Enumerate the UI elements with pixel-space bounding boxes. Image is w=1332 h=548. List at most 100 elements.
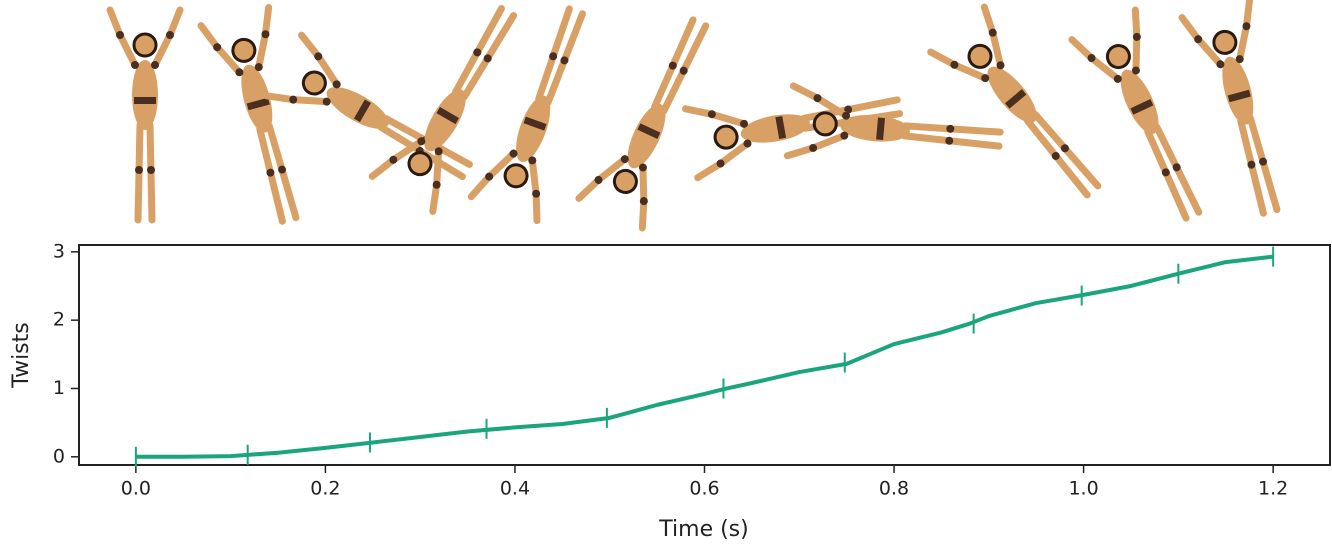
x-tick-label: 0.0 [121, 478, 151, 500]
joint [740, 119, 749, 128]
joint [1194, 35, 1203, 44]
mannequin [106, 6, 184, 224]
limb [528, 156, 540, 198]
head [713, 124, 739, 150]
head [301, 70, 327, 96]
joint [235, 68, 244, 77]
y-tick-label: 1 [53, 377, 65, 399]
joint [147, 166, 155, 174]
joint [638, 163, 647, 172]
joint [549, 52, 558, 61]
limb [368, 156, 397, 180]
belt [637, 123, 661, 139]
joint [417, 137, 426, 146]
joint [1161, 168, 1170, 177]
mannequin [575, 16, 710, 232]
limb [213, 43, 243, 76]
limb [1242, 0, 1254, 30]
head [132, 32, 158, 58]
limb [197, 22, 221, 51]
x-tick-label: 1.0 [1068, 478, 1098, 500]
joint [945, 136, 954, 145]
mannequin [1178, 0, 1281, 217]
data-line [135, 254, 1274, 459]
torso [1222, 56, 1254, 125]
joint [981, 74, 990, 83]
mannequin [368, 5, 518, 215]
belt [1227, 89, 1251, 103]
torso [132, 60, 158, 130]
limb [783, 144, 817, 160]
joint [707, 110, 716, 119]
joint [1216, 60, 1225, 69]
joint [151, 61, 159, 69]
limb [1178, 14, 1202, 43]
limb [575, 176, 603, 202]
belt [353, 99, 371, 123]
limb [1132, 33, 1141, 74]
belt [1005, 89, 1027, 109]
limb [1131, 6, 1141, 41]
joint [289, 95, 298, 104]
mannequin [927, 3, 1102, 199]
y-tick-label: 3 [53, 240, 65, 262]
limb [638, 197, 648, 232]
head [503, 163, 529, 189]
joint [528, 156, 537, 165]
y-axis-label: Twists [9, 322, 34, 388]
torso [424, 89, 466, 152]
head [1105, 44, 1131, 70]
torso [241, 64, 273, 133]
x-tick-label: 0.6 [689, 478, 719, 500]
limb [116, 31, 139, 69]
limb [255, 30, 269, 71]
joint [844, 105, 853, 114]
joint [278, 165, 287, 174]
joint [389, 155, 398, 164]
torso [840, 114, 910, 142]
head [407, 151, 433, 177]
belt [1130, 99, 1154, 115]
head [231, 37, 257, 63]
x-tick-label: 1.2 [1258, 478, 1288, 500]
joint [716, 159, 725, 168]
joint [1113, 74, 1122, 83]
limb [682, 105, 716, 118]
limb [261, 4, 273, 38]
limb [1194, 35, 1224, 68]
limb [1088, 54, 1122, 83]
limb [1068, 36, 1096, 62]
belt [876, 117, 886, 140]
y-tick-label: 2 [53, 309, 65, 331]
joint [332, 80, 341, 89]
limb [1236, 22, 1250, 63]
limb [927, 48, 958, 69]
limb [467, 173, 493, 201]
joint [946, 124, 955, 133]
limb [639, 164, 648, 205]
joint [266, 168, 275, 177]
joint [1087, 54, 1096, 63]
joint [1060, 144, 1069, 153]
joint [485, 172, 494, 181]
joint [473, 48, 482, 57]
x-tick-label: 0.2 [310, 478, 340, 500]
joint [620, 155, 629, 164]
limb [532, 190, 541, 225]
joint [988, 28, 997, 37]
x-tick-label: 0.8 [879, 478, 909, 500]
limb [429, 181, 441, 215]
joint [166, 31, 174, 39]
belt [436, 107, 460, 125]
mannequin [467, 5, 586, 225]
joint [1259, 157, 1268, 166]
belt [134, 97, 156, 104]
joint [639, 197, 648, 206]
joint [254, 63, 263, 72]
x-tick-label: 0.4 [500, 478, 530, 500]
joint [434, 147, 443, 156]
joint [809, 143, 818, 152]
head [812, 111, 838, 137]
